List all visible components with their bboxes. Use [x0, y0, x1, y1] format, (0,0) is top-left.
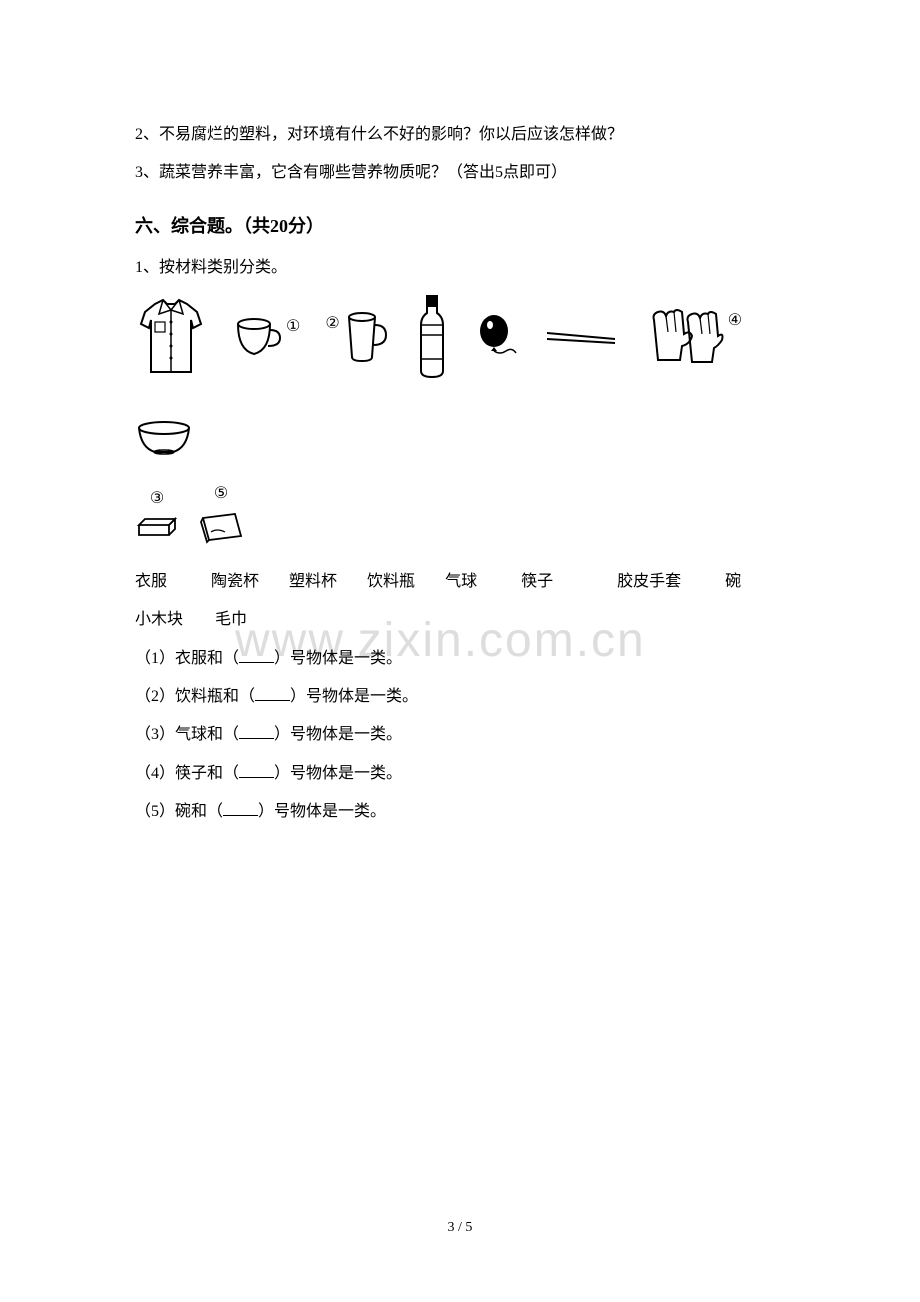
label-ceramic-cup: 陶瓷杯: [211, 567, 259, 597]
item-image-row-1: ① ②: [135, 293, 785, 469]
label-plastic-cup: 塑料杯: [289, 567, 337, 597]
sub-question-3: （3）气球和（ ）号物体是一类。: [135, 720, 785, 750]
sq1-prefix: （1）衣服和（: [135, 650, 239, 667]
question-3: 3、蔬菜营养丰富，它含有哪些营养物质呢？（答出5点即可）: [135, 158, 785, 188]
label-wood-block: 小木块: [135, 605, 183, 635]
label-bottle: 饮料瓶: [367, 567, 415, 597]
sq3-prefix: （3）气球和（: [135, 726, 239, 743]
bottle-icon: [413, 293, 451, 392]
label-chopsticks: 筷子: [521, 567, 553, 597]
label-bowl: 碗: [725, 567, 741, 597]
page-number: 3 / 5: [0, 1215, 920, 1242]
item-image-row-2: ③ ⑤: [135, 479, 785, 557]
section-6-heading: 六、综合题。（共20分）: [135, 209, 785, 243]
balloon-icon: [476, 313, 518, 372]
item-labels-row-2: 小木块 毛巾: [135, 605, 785, 635]
question-2: 2、不易腐烂的塑料，对环境有什么不好的影响？你以后应该怎样做？: [135, 120, 785, 150]
plastic-cup-icon: [344, 309, 388, 376]
fill-blank-4[interactable]: [239, 762, 274, 778]
fill-blank-3[interactable]: [239, 723, 274, 739]
circled-number-1: ①: [286, 312, 300, 342]
sub-question-1: （1）衣服和（ ）号物体是一类。: [135, 644, 785, 674]
label-balloon: 气球: [445, 567, 477, 597]
circled-number-4: ④: [728, 306, 742, 336]
section-6-q1: 1、按材料类别分类。: [135, 253, 785, 283]
chopsticks-icon: [543, 326, 621, 359]
wood-block-icon: [135, 515, 179, 552]
circled-number-2: ②: [325, 309, 339, 339]
sq3-suffix: ）号物体是一类。: [274, 726, 402, 743]
bowl-icon: [135, 418, 193, 469]
label-shirt: 衣服: [135, 567, 167, 597]
ceramic-cup-icon: [232, 312, 282, 373]
sq5-suffix: ）号物体是一类。: [258, 803, 386, 820]
sub-question-4: （4）筷子和（ ）号物体是一类。: [135, 759, 785, 789]
sq2-prefix: （2）饮料瓶和（: [135, 688, 255, 705]
shirt-icon: [135, 296, 207, 389]
sq1-suffix: ）号物体是一类。: [274, 650, 402, 667]
fill-blank-5[interactable]: [223, 800, 258, 816]
gloves-icon: [646, 306, 724, 379]
sq4-prefix: （4）筷子和（: [135, 765, 239, 782]
item-group-cup2: ②: [325, 309, 387, 376]
fill-blank-1[interactable]: [239, 647, 274, 663]
item-group-towel: ⑤: [197, 479, 245, 557]
towel-icon: [197, 510, 245, 557]
item-labels-row-1: 衣服 陶瓷杯 塑料杯 饮料瓶 气球 筷子 胶皮手套 碗: [135, 567, 785, 597]
circled-number-3: ③: [150, 484, 164, 514]
sub-question-2: （2）饮料瓶和（ ）号物体是一类。: [135, 682, 785, 712]
item-group-gloves: ④: [646, 306, 742, 379]
sq4-suffix: ）号物体是一类。: [274, 765, 402, 782]
circled-number-5: ⑤: [214, 479, 228, 509]
label-gloves: 胶皮手套: [617, 567, 681, 597]
item-group-cup1: ①: [232, 312, 300, 373]
sq2-suffix: ）号物体是一类。: [290, 688, 418, 705]
item-group-wood: ③: [135, 484, 179, 552]
sub-question-5: （5）碗和（ ）号物体是一类。: [135, 797, 785, 827]
fill-blank-2[interactable]: [255, 685, 290, 701]
sq5-prefix: （5）碗和（: [135, 803, 223, 820]
label-towel: 毛巾: [215, 605, 247, 635]
